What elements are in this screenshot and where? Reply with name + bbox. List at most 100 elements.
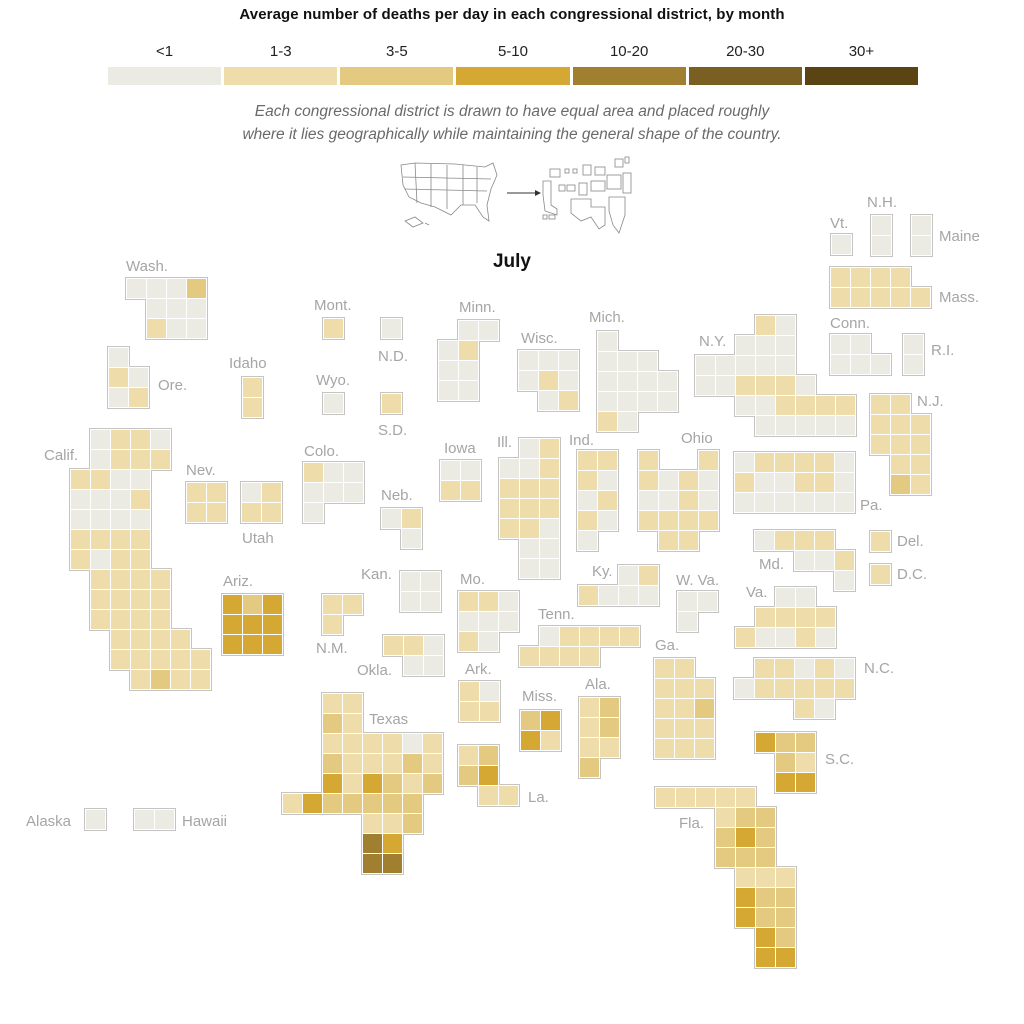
district-tile[interactable]: [423, 774, 442, 793]
district-tile[interactable]: [151, 590, 170, 609]
district-tile[interactable]: [835, 453, 854, 472]
district-tile[interactable]: [460, 682, 479, 701]
district-tile[interactable]: [540, 559, 559, 578]
district-tile[interactable]: [382, 319, 401, 338]
district-tile[interactable]: [756, 868, 775, 887]
district-tile[interactable]: [323, 714, 342, 733]
district-tile[interactable]: [540, 479, 559, 498]
district-tile[interactable]: [539, 391, 558, 410]
district-tile[interactable]: [423, 734, 442, 753]
district-tile[interactable]: [111, 550, 130, 569]
district-tile[interactable]: [832, 235, 851, 254]
district-tile[interactable]: [678, 592, 697, 611]
district-tile[interactable]: [580, 718, 599, 737]
district-tile[interactable]: [539, 351, 558, 370]
district-tile[interactable]: [303, 794, 322, 813]
district-tile[interactable]: [620, 627, 639, 646]
district-tile[interactable]: [776, 316, 795, 335]
district-tile[interactable]: [639, 511, 658, 530]
district-tile[interactable]: [755, 473, 774, 492]
district-tile[interactable]: [598, 471, 617, 490]
district-tile[interactable]: [71, 530, 90, 549]
district-tile[interactable]: [696, 356, 715, 375]
district-tile[interactable]: [540, 499, 559, 518]
district-tile[interactable]: [171, 630, 190, 649]
district-tile[interactable]: [343, 794, 362, 813]
district-tile[interactable]: [656, 788, 675, 807]
district-tile[interactable]: [679, 471, 698, 490]
district-tile[interactable]: [131, 650, 150, 669]
district-tile[interactable]: [871, 288, 890, 307]
district-tile[interactable]: [912, 236, 931, 255]
district-tile[interactable]: [243, 615, 262, 634]
district-tile[interactable]: [344, 463, 363, 482]
district-tile[interactable]: [147, 319, 166, 338]
district-tile[interactable]: [500, 519, 519, 538]
district-tile[interactable]: [831, 355, 850, 374]
district-tile[interactable]: [223, 615, 242, 634]
district-tile[interactable]: [776, 356, 795, 375]
district-tile[interactable]: [167, 279, 186, 298]
district-tile[interactable]: [698, 592, 717, 611]
district-tile[interactable]: [736, 788, 755, 807]
district-tile[interactable]: [795, 453, 814, 472]
district-tile[interactable]: [911, 415, 930, 434]
district-tile[interactable]: [187, 503, 206, 522]
district-tile[interactable]: [658, 392, 677, 411]
district-tile[interactable]: [815, 551, 834, 570]
district-tile[interactable]: [499, 786, 518, 805]
district-tile[interactable]: [776, 888, 795, 907]
district-tile[interactable]: [911, 455, 930, 474]
district-tile[interactable]: [263, 615, 282, 634]
district-tile[interactable]: [363, 794, 382, 813]
district-tile[interactable]: [363, 754, 382, 773]
district-tile[interactable]: [851, 335, 870, 354]
district-tile[interactable]: [736, 336, 755, 355]
district-tile[interactable]: [736, 356, 755, 375]
district-tile[interactable]: [86, 810, 105, 829]
district-tile[interactable]: [816, 416, 835, 435]
district-tile[interactable]: [598, 491, 617, 510]
district-tile[interactable]: [323, 794, 342, 813]
district-tile[interactable]: [131, 630, 150, 649]
district-tile[interactable]: [131, 590, 150, 609]
district-tile[interactable]: [242, 483, 261, 502]
district-tile[interactable]: [402, 509, 421, 528]
district-tile[interactable]: [520, 559, 539, 578]
district-tile[interactable]: [695, 719, 714, 738]
district-tile[interactable]: [127, 279, 146, 298]
district-tile[interactable]: [111, 610, 130, 629]
district-tile[interactable]: [479, 766, 498, 785]
district-tile[interactable]: [403, 754, 422, 773]
district-tile[interactable]: [796, 753, 815, 772]
district-tile[interactable]: [135, 810, 154, 829]
district-tile[interactable]: [618, 352, 637, 371]
district-tile[interactable]: [91, 430, 110, 449]
district-tile[interactable]: [243, 378, 262, 397]
district-tile[interactable]: [243, 398, 262, 417]
district-tile[interactable]: [131, 490, 150, 509]
district-tile[interactable]: [836, 396, 855, 415]
district-tile[interactable]: [755, 453, 774, 472]
district-tile[interactable]: [540, 439, 559, 458]
district-tile[interactable]: [91, 570, 110, 589]
district-tile[interactable]: [559, 371, 578, 390]
district-tile[interactable]: [541, 711, 560, 730]
district-tile[interactable]: [639, 566, 658, 585]
district-tile[interactable]: [421, 572, 440, 591]
district-tile[interactable]: [344, 483, 363, 502]
district-tile[interactable]: [343, 595, 362, 614]
district-tile[interactable]: [735, 453, 754, 472]
district-tile[interactable]: [756, 828, 775, 847]
district-tile[interactable]: [91, 590, 110, 609]
district-tile[interactable]: [131, 610, 150, 629]
district-tile[interactable]: [459, 341, 478, 360]
district-tile[interactable]: [129, 368, 148, 387]
district-tile[interactable]: [795, 493, 814, 512]
district-tile[interactable]: [109, 348, 128, 367]
district-tile[interactable]: [384, 636, 403, 655]
district-tile[interactable]: [223, 635, 242, 654]
district-tile[interactable]: [383, 794, 402, 813]
district-tile[interactable]: [578, 491, 597, 510]
district-tile[interactable]: [600, 718, 619, 737]
